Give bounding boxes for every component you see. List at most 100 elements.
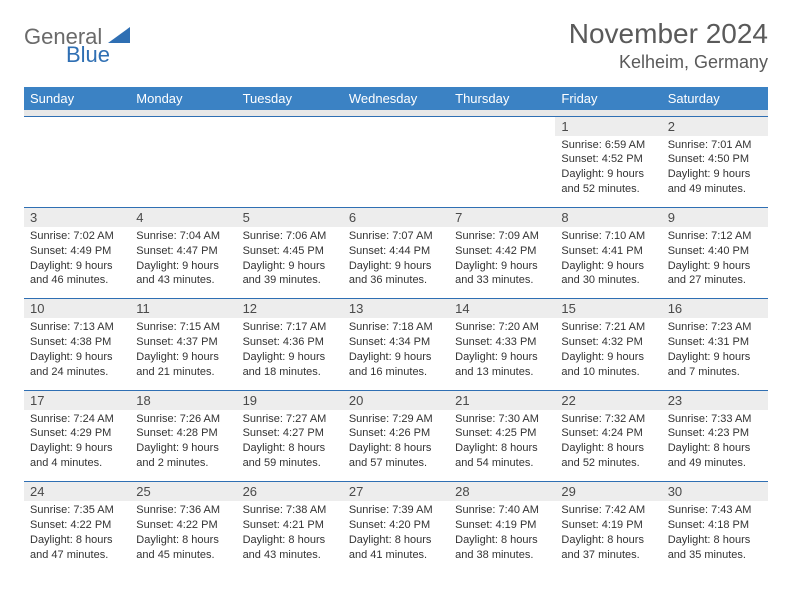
day-line: Sunset: 4:29 PM bbox=[30, 426, 124, 441]
day-line: and 38 minutes. bbox=[455, 548, 549, 563]
day-line: and 36 minutes. bbox=[349, 273, 443, 288]
header-bar: General Blue November 2024 Kelheim, Germ… bbox=[24, 18, 768, 73]
day-cell: 16Sunrise: 7:23 AMSunset: 4:31 PMDayligh… bbox=[662, 299, 768, 390]
day-line: Sunrise: 7:20 AM bbox=[455, 320, 549, 335]
day-of-week-row: Sunday Monday Tuesday Wednesday Thursday… bbox=[24, 87, 768, 110]
title-block: November 2024 Kelheim, Germany bbox=[569, 18, 768, 73]
day-details: Sunrise: 7:04 AMSunset: 4:47 PMDaylight:… bbox=[130, 227, 236, 298]
day-details: Sunrise: 7:07 AMSunset: 4:44 PMDaylight:… bbox=[343, 227, 449, 298]
day-line: Sunset: 4:22 PM bbox=[30, 518, 124, 533]
day-line: Sunset: 4:47 PM bbox=[136, 244, 230, 259]
day-number bbox=[343, 117, 449, 121]
day-cell: 5Sunrise: 7:06 AMSunset: 4:45 PMDaylight… bbox=[237, 207, 343, 298]
dow-thursday: Thursday bbox=[449, 87, 555, 110]
day-details: Sunrise: 7:36 AMSunset: 4:22 PMDaylight:… bbox=[130, 501, 236, 572]
day-line: and 39 minutes. bbox=[243, 273, 337, 288]
day-number: 2 bbox=[662, 117, 768, 136]
week-row: 24Sunrise: 7:35 AMSunset: 4:22 PMDayligh… bbox=[24, 482, 768, 573]
day-line: Daylight: 9 hours bbox=[243, 259, 337, 274]
day-line: and 4 minutes. bbox=[30, 456, 124, 471]
day-number: 20 bbox=[343, 391, 449, 410]
day-details: Sunrise: 7:13 AMSunset: 4:38 PMDaylight:… bbox=[24, 318, 130, 389]
calendar-table: Sunday Monday Tuesday Wednesday Thursday… bbox=[24, 87, 768, 572]
brand-logo: General Blue bbox=[24, 18, 130, 50]
day-details: Sunrise: 7:24 AMSunset: 4:29 PMDaylight:… bbox=[24, 410, 130, 481]
day-cell: 24 Sunrise: 7:35 AMSunset: 4:22 PMDayligh… bbox=[24, 482, 130, 573]
day-cell: 2Sunrise: 7:01 AMSunset: 4:50 PMDaylight… bbox=[662, 116, 768, 207]
day-details: Sunrise: 7:15 AMSunset: 4:37 PMDaylight:… bbox=[130, 318, 236, 389]
day-cell: 11Sunrise: 7:15 AMSunset: 4:37 PMDayligh… bbox=[130, 299, 236, 390]
day-cell: 6Sunrise: 7:07 AMSunset: 4:44 PMDaylight… bbox=[343, 207, 449, 298]
day-line: and 43 minutes. bbox=[136, 273, 230, 288]
day-cell: 15Sunrise: 7:21 AMSunset: 4:32 PMDayligh… bbox=[555, 299, 661, 390]
day-line: and 45 minutes. bbox=[136, 548, 230, 563]
day-line: and 54 minutes. bbox=[455, 456, 549, 471]
day-cell: 17Sunrise: 7:24 AMSunset: 4:29 PMDayligh… bbox=[24, 390, 130, 481]
day-line: Sunset: 4:38 PM bbox=[30, 335, 124, 350]
day-number: 15 bbox=[555, 299, 661, 318]
day-line: Sunrise: 7:13 AM bbox=[30, 320, 124, 335]
day-line: Daylight: 8 hours bbox=[243, 441, 337, 456]
day-number: 21 bbox=[449, 391, 555, 410]
day-line: Daylight: 9 hours bbox=[136, 350, 230, 365]
day-line: and 18 minutes. bbox=[243, 365, 337, 380]
day-details: Sunrise: 7:30 AMSunset: 4:25 PMDaylight:… bbox=[449, 410, 555, 481]
day-line: Sunrise: 7:26 AM bbox=[136, 412, 230, 427]
day-details: Sunrise: 7:06 AMSunset: 4:45 PMDaylight:… bbox=[237, 227, 343, 298]
day-line: and 52 minutes. bbox=[561, 456, 655, 471]
day-cell: 26Sunrise: 7:38 AMSunset: 4:21 PMDayligh… bbox=[237, 482, 343, 573]
day-line: Sunrise: 7:35 AM bbox=[30, 503, 124, 518]
day-number: 19 bbox=[237, 391, 343, 410]
day-cell: 28Sunrise: 7:40 AMSunset: 4:19 PMDayligh… bbox=[449, 482, 555, 573]
day-line: and 46 minutes. bbox=[30, 273, 124, 288]
day-cell bbox=[343, 116, 449, 207]
day-line: Sunset: 4:41 PM bbox=[561, 244, 655, 259]
day-number: 24 bbox=[24, 482, 130, 501]
day-line: Sunrise: 7:42 AM bbox=[561, 503, 655, 518]
day-number: 17 bbox=[24, 391, 130, 410]
dow-tuesday: Tuesday bbox=[237, 87, 343, 110]
day-line: Sunset: 4:45 PM bbox=[243, 244, 337, 259]
day-line: Sunrise: 6:59 AM bbox=[561, 138, 655, 153]
day-line: Sunset: 4:23 PM bbox=[668, 426, 762, 441]
day-line: and 16 minutes. bbox=[349, 365, 443, 380]
day-line: Sunrise: 7:06 AM bbox=[243, 229, 337, 244]
day-line: Daylight: 8 hours bbox=[30, 533, 124, 548]
location-label: Kelheim, Germany bbox=[569, 52, 768, 73]
day-details: Sunrise: 7:18 AMSunset: 4:34 PMDaylight:… bbox=[343, 318, 449, 389]
day-line: Daylight: 9 hours bbox=[455, 259, 549, 274]
day-details: Sunrise: 7:01 AMSunset: 4:50 PMDaylight:… bbox=[662, 136, 768, 207]
day-line: Sunrise: 7:02 AM bbox=[30, 229, 124, 244]
day-line: Daylight: 8 hours bbox=[455, 533, 549, 548]
day-line: Daylight: 8 hours bbox=[668, 533, 762, 548]
brand-word-2: Blue bbox=[66, 42, 110, 68]
day-line: and 7 minutes. bbox=[668, 365, 762, 380]
day-line: Daylight: 9 hours bbox=[243, 350, 337, 365]
day-details: Sunrise: 7:26 AMSunset: 4:28 PMDaylight:… bbox=[130, 410, 236, 481]
day-number: 8 bbox=[555, 208, 661, 227]
day-number: 7 bbox=[449, 208, 555, 227]
day-line: Sunrise: 7:12 AM bbox=[668, 229, 762, 244]
day-line: Sunrise: 7:09 AM bbox=[455, 229, 549, 244]
day-number: 4 bbox=[130, 208, 236, 227]
day-line: Daylight: 8 hours bbox=[243, 533, 337, 548]
day-number bbox=[237, 117, 343, 121]
day-number bbox=[130, 117, 236, 121]
day-cell: 20Sunrise: 7:29 AMSunset: 4:26 PMDayligh… bbox=[343, 390, 449, 481]
day-line: Daylight: 9 hours bbox=[30, 259, 124, 274]
day-line: Sunset: 4:31 PM bbox=[668, 335, 762, 350]
day-line: Sunset: 4:27 PM bbox=[243, 426, 337, 441]
day-line: and 52 minutes. bbox=[561, 182, 655, 197]
day-line: and 21 minutes. bbox=[136, 365, 230, 380]
day-details: Sunrise: 7:20 AMSunset: 4:33 PMDaylight:… bbox=[449, 318, 555, 389]
day-details: Sunrise: 7:32 AMSunset: 4:24 PMDaylight:… bbox=[555, 410, 661, 481]
day-cell: 1Sunrise: 6:59 AMSunset: 4:52 PMDaylight… bbox=[555, 116, 661, 207]
day-cell: 14Sunrise: 7:20 AMSunset: 4:33 PMDayligh… bbox=[449, 299, 555, 390]
day-details: Sunrise: 7:38 AMSunset: 4:21 PMDaylight:… bbox=[237, 501, 343, 572]
day-details: Sunrise: 7:42 AMSunset: 4:19 PMDaylight:… bbox=[555, 501, 661, 572]
day-cell: 21Sunrise: 7:30 AMSunset: 4:25 PMDayligh… bbox=[449, 390, 555, 481]
day-line: Sunset: 4:40 PM bbox=[668, 244, 762, 259]
day-line: Daylight: 9 hours bbox=[136, 259, 230, 274]
day-line: Sunset: 4:24 PM bbox=[561, 426, 655, 441]
day-line: Sunset: 4:22 PM bbox=[136, 518, 230, 533]
